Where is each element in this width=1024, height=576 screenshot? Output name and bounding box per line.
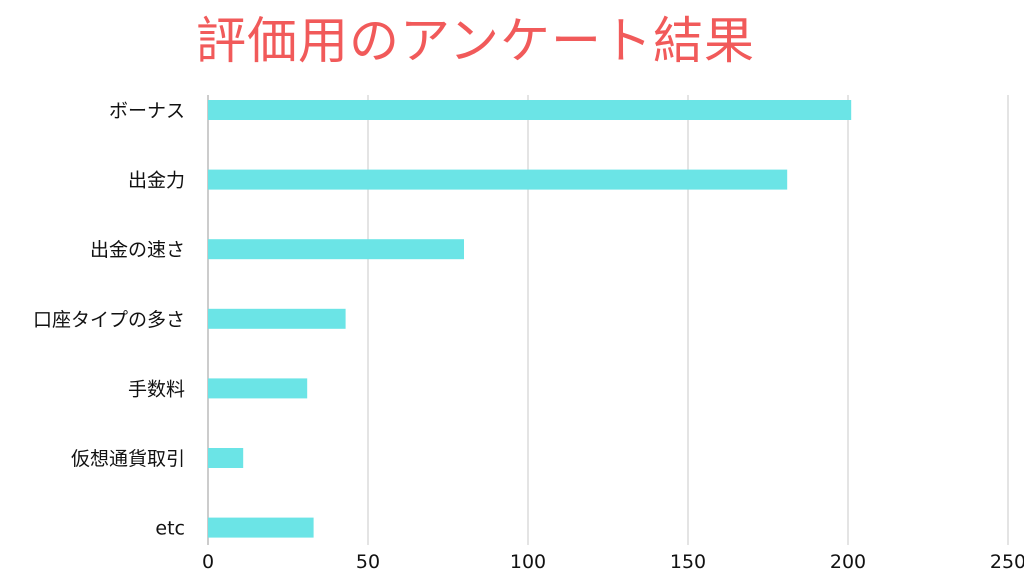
category-label: 出金力 xyxy=(128,170,185,192)
bar xyxy=(208,169,788,190)
category-label: 出金の速さ xyxy=(90,239,185,261)
category-label: 仮想通貨取引 xyxy=(71,448,185,470)
x-tick-labels: 0 50 100 150 200 250 xyxy=(202,551,1024,573)
category-label: 手数料 xyxy=(128,378,185,400)
x-tick-label: 250 xyxy=(990,551,1024,573)
bars xyxy=(208,100,852,538)
x-tick-label: 150 xyxy=(670,551,706,573)
chart-title: 評価用のアンケート結果 xyxy=(196,12,755,70)
category-label: ボーナス xyxy=(109,100,185,122)
bar xyxy=(208,239,464,260)
bar xyxy=(208,100,852,120)
x-tick-label: 200 xyxy=(830,551,866,573)
x-tick-label: 0 xyxy=(202,551,214,573)
x-tick-label: 50 xyxy=(356,551,380,573)
category-label: 口座タイプの多さ xyxy=(33,309,185,331)
bar xyxy=(208,517,314,538)
bar xyxy=(208,378,308,399)
x-tick-label: 100 xyxy=(510,551,546,573)
bar xyxy=(208,308,346,329)
category-label: etc xyxy=(155,518,185,540)
bar xyxy=(208,448,244,468)
